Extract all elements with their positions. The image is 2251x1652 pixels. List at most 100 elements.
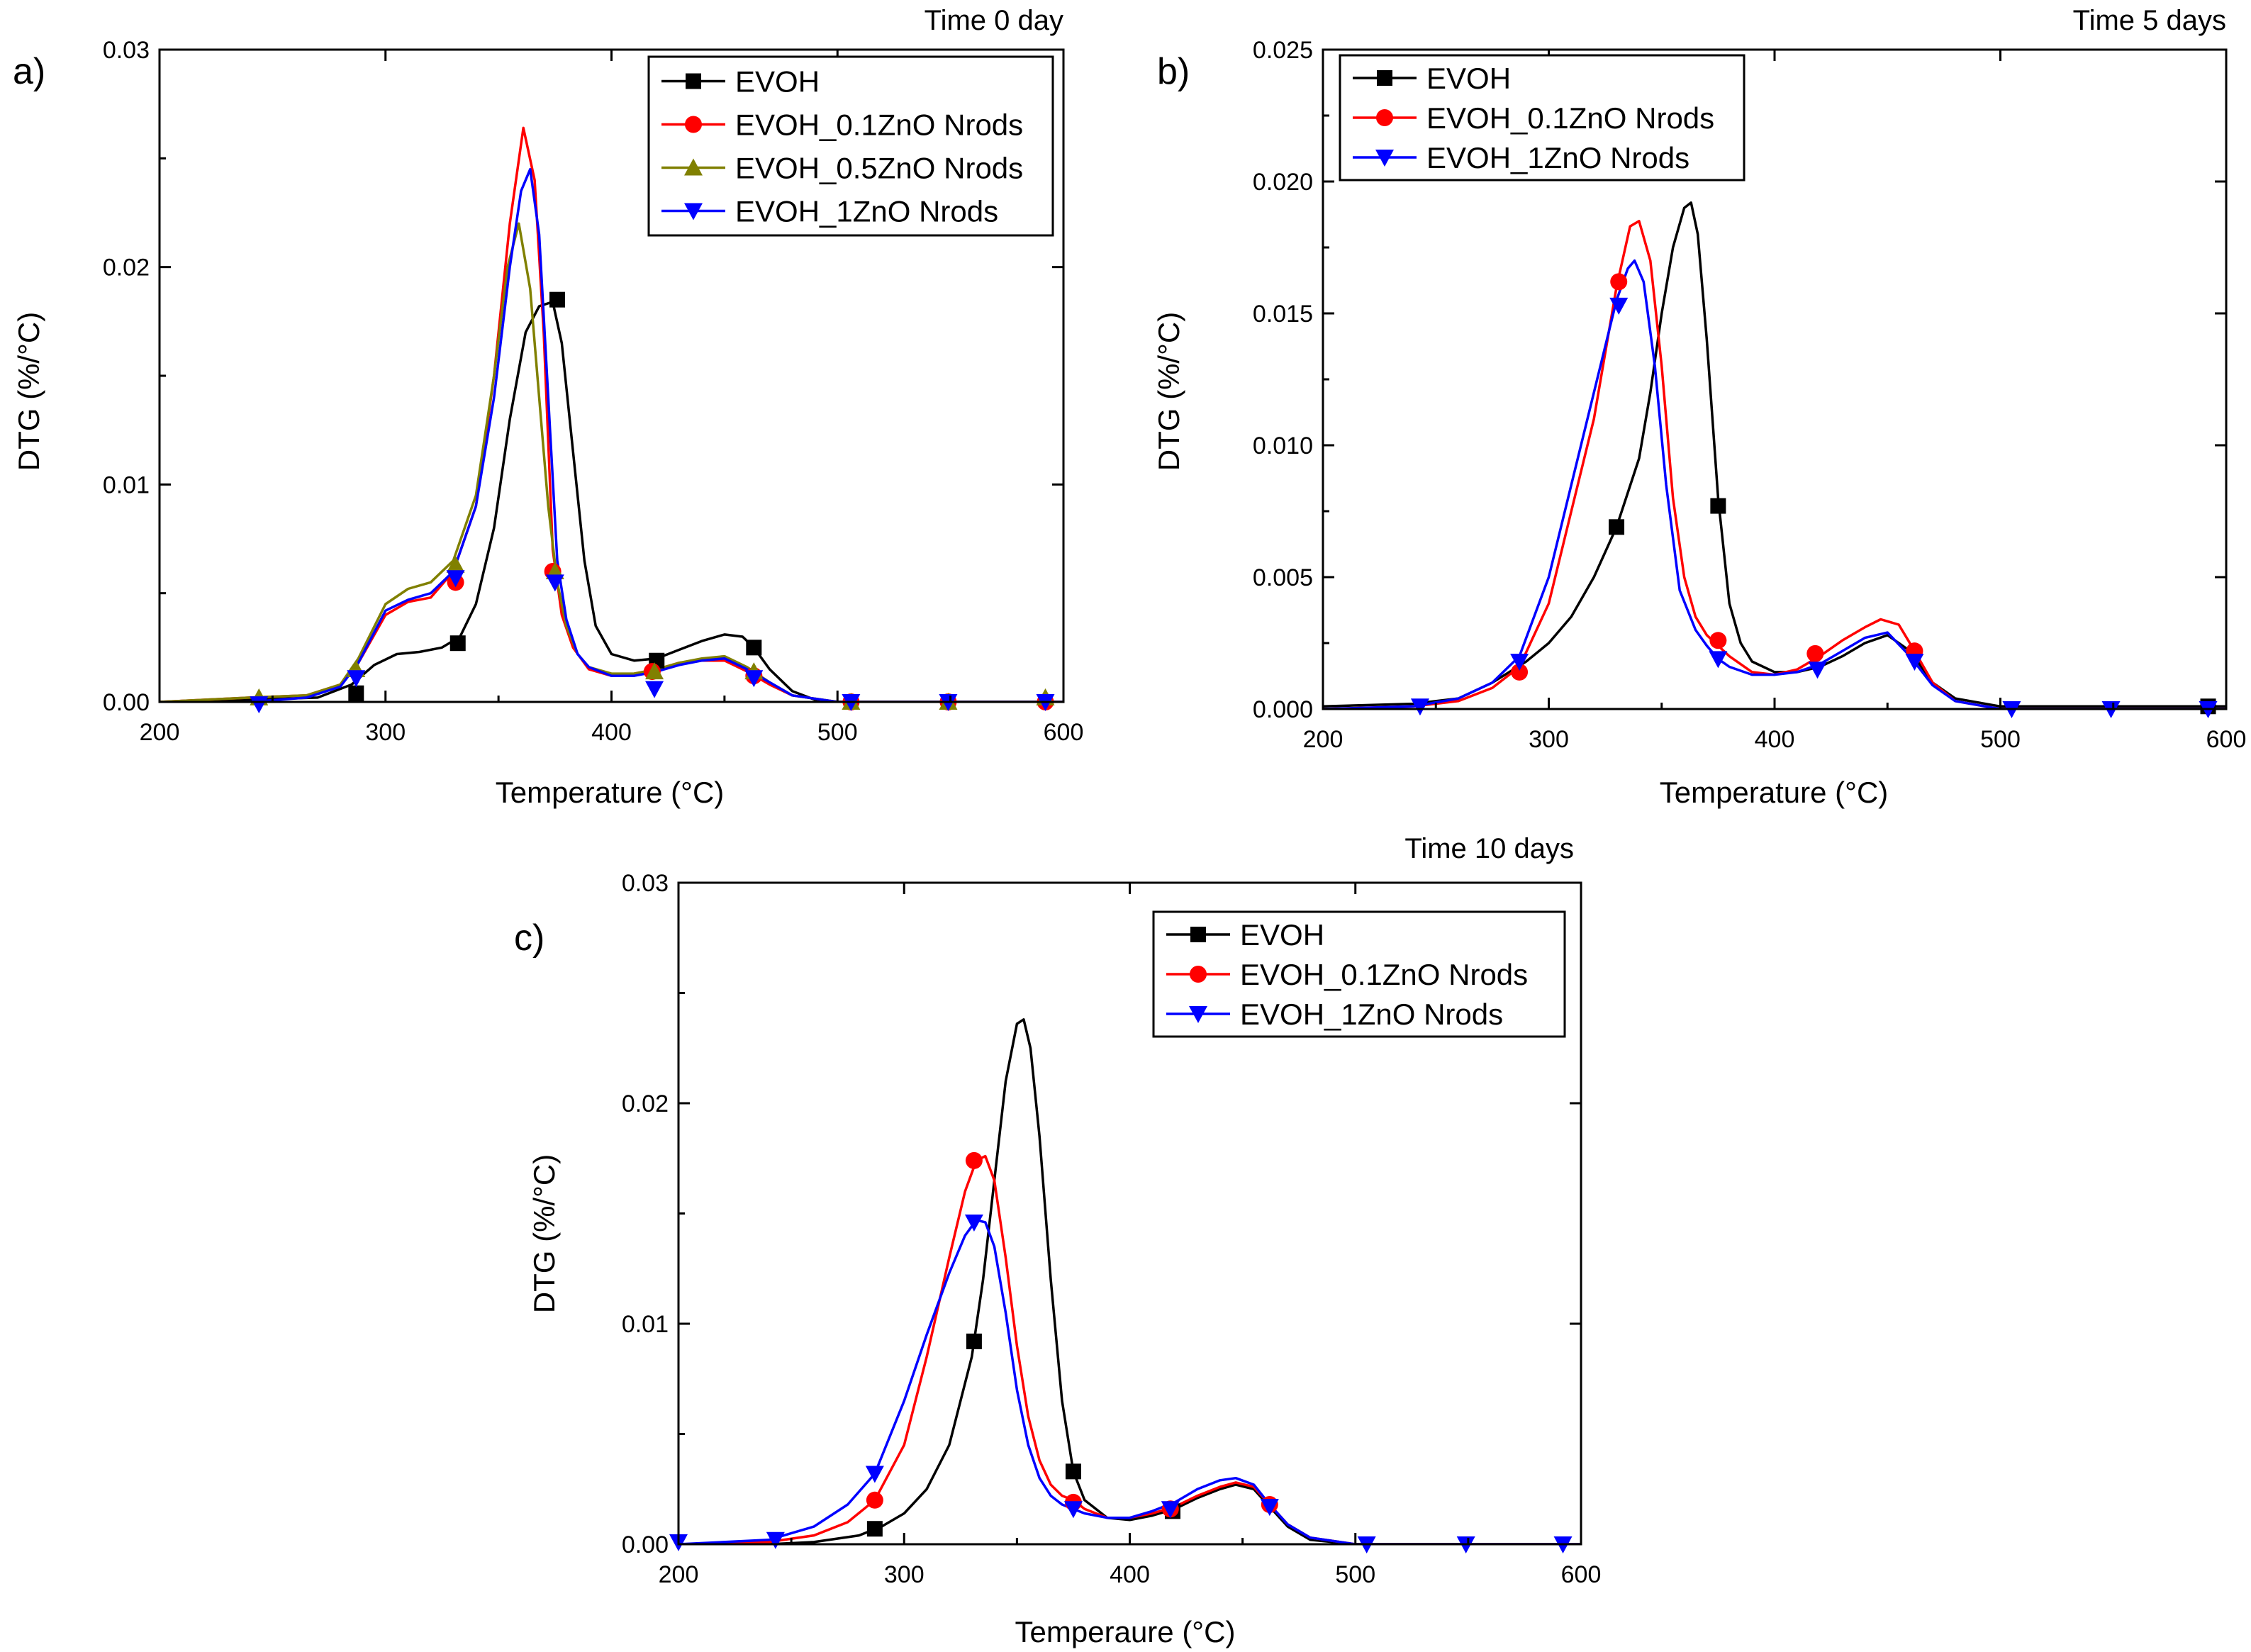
legend-label-c-0: EVOH	[1240, 918, 1324, 951]
y-tick-label-b-1: 0.005	[1253, 564, 1313, 591]
legend-marker-c-0	[1190, 927, 1206, 942]
x-tick-label-c-0: 200	[659, 1561, 699, 1588]
x-tick-label-c-3: 500	[1335, 1561, 1375, 1588]
data-point-a-3-0	[250, 696, 269, 714]
data-point-b-2-1	[1510, 654, 1529, 671]
data-point-b-0-1	[1710, 498, 1726, 514]
data-point-a-3-5	[744, 670, 764, 688]
y-tick-label-b-3: 0.015	[1253, 301, 1313, 328]
x-tick-label-a-4: 600	[1044, 719, 1084, 746]
series-line-a-2	[160, 222, 1063, 702]
data-point-c-2-2	[865, 1466, 884, 1483]
data-point-b-2-0	[1410, 698, 1429, 716]
y-tick-label-b-5: 0.025	[1253, 37, 1313, 64]
data-point-b-1-0	[1511, 663, 1529, 681]
series-line-c-2	[678, 1219, 1581, 1544]
data-point-c-2-5	[1161, 1501, 1180, 1519]
data-point-c-2-3	[964, 1214, 983, 1232]
legend-label-b-0: EVOH	[1426, 62, 1511, 95]
legend-marker-a-1	[685, 116, 702, 133]
data-point-a-3-2	[446, 570, 465, 588]
panel-b-plot: 200 300 400 500 600 0.000 0.005 0.010 0.015 0.020…	[1253, 37, 2246, 753]
legend-label-b-1: EVOH_0.1ZnO Nrods	[1426, 101, 1714, 135]
legend-label-b-2: EVOH_1ZnO Nrods	[1426, 141, 1689, 174]
legend-label-c-1: EVOH_0.1ZnO Nrods	[1240, 958, 1528, 991]
legend-a	[647, 55, 1054, 237]
legend-label-a-3: EVOH_1ZnO Nrods	[735, 195, 998, 228]
data-point-b-2-5	[1905, 654, 1924, 671]
data-point-c-1-1	[965, 1151, 983, 1169]
panel-a-plot: 200 300 400 500 600 0.00 0.01 0.02 0.03 EVOH EVOH_…	[103, 37, 1084, 746]
legend-label-a-2: EVOH_0.5ZnO Nrods	[735, 152, 1023, 185]
data-point-a-3-4	[645, 681, 664, 698]
y-tick-label-a-0: 0.00	[103, 689, 150, 716]
y-tick-label-a-2: 0.02	[103, 255, 150, 281]
panel-b-ylabel: DTG (%/°C)	[1152, 312, 1185, 471]
x-tick-label-a-2: 400	[591, 719, 632, 746]
data-point-b-1-1	[1610, 273, 1628, 291]
legend-marker-a-3	[684, 203, 703, 221]
data-point-c-2-4	[1063, 1501, 1083, 1519]
x-tick-label-c-4: 600	[1561, 1561, 1602, 1588]
data-point-a-3-3	[545, 574, 564, 592]
y-tick-label-b-4: 0.020	[1253, 169, 1313, 196]
data-point-a-2-4	[645, 662, 664, 680]
panel-b-label: b)	[1157, 51, 1190, 92]
y-tick-label-c-2: 0.02	[622, 1090, 669, 1117]
panel-b-chart: Time 5 days b) DTG (%/°C) Temperature (°…	[1152, 5, 2246, 809]
data-point-a-0-4	[746, 640, 762, 656]
y-tick-label-b-2: 0.010	[1253, 432, 1313, 459]
legend-marker-c-2	[1189, 1006, 1207, 1023]
legend-marker-b-2	[1375, 150, 1394, 167]
panel-c-ylabel: DTG (%/°C)	[527, 1154, 561, 1313]
series-line-c-0	[678, 1018, 1581, 1544]
data-point-b-1-2	[1709, 632, 1727, 649]
y-tick-label-a-1: 0.01	[103, 471, 150, 498]
data-point-b-0-0	[1609, 519, 1625, 535]
y-tick-label-c-0: 0.00	[622, 1531, 669, 1558]
series-line-a-3	[199, 167, 1063, 702]
panel-a-ylabel: DTG (%/°C)	[12, 312, 45, 471]
data-point-a-0-0	[348, 685, 364, 701]
panel-b-xlabel: Temperature (°C)	[1660, 776, 1889, 809]
data-point-b-2-4	[1808, 662, 1827, 679]
x-tick-label-b-2: 400	[1755, 726, 1795, 753]
series-line-b-1	[1323, 220, 2226, 709]
legend-label-c-2: EVOH_1ZnO Nrods	[1240, 998, 1503, 1031]
y-tick-label-b-0: 0.000	[1253, 696, 1313, 723]
x-tick-label-c-1: 300	[884, 1561, 925, 1588]
data-point-c-0-1	[966, 1333, 982, 1349]
x-tick-label-a-0: 200	[140, 719, 180, 746]
legend-marker-c-1	[1190, 966, 1207, 983]
data-point-a-0-2	[549, 291, 565, 308]
legend-marker-b-1	[1376, 109, 1393, 126]
y-tick-label-c-1: 0.01	[622, 1311, 669, 1338]
panel-c-label: c)	[514, 917, 544, 959]
panel-a-title: Time 0 day	[925, 5, 1063, 36]
y-tick-label-a-3: 0.03	[103, 37, 150, 64]
series-line-a-0	[160, 300, 1063, 702]
legend-label-a-1: EVOH_0.1ZnO Nrods	[735, 108, 1023, 142]
data-point-b-2-2	[1609, 297, 1629, 315]
x-tick-label-c-2: 400	[1110, 1561, 1150, 1588]
x-tick-label-b-4: 600	[2206, 726, 2247, 753]
data-point-b-2-3	[1709, 651, 1728, 669]
panel-c-xlabel: Temperaure (°C)	[1015, 1615, 1236, 1648]
panel-a-chart: Time 0 day a) DTG (%/°C) Temperature (°C…	[12, 5, 1083, 809]
panel-a-xlabel: Temperature (°C)	[496, 776, 725, 809]
x-tick-label-b-0: 200	[1303, 726, 1344, 753]
data-point-a-0-1	[449, 635, 466, 652]
panel-c-plot: 200 300 400 500 600 0.00 0.01 0.02 0.03 EVOH EVOH_…	[622, 870, 1602, 1588]
data-point-b-1-3	[1806, 644, 1824, 662]
panel-c-title: Time 10 days	[1404, 833, 1574, 864]
legend-marker-a-0	[686, 73, 701, 89]
data-point-c-2-6	[1260, 1499, 1279, 1517]
panel-c-chart: Time 10 days c) DTG (%/°C) Temperaure (°…	[514, 833, 1601, 1648]
data-point-c-2-1	[766, 1531, 785, 1549]
x-tick-label-b-1: 300	[1529, 726, 1569, 753]
series-line-b-0	[1323, 201, 2226, 708]
panel-a-label: a)	[13, 51, 45, 92]
data-point-c-0-2	[1065, 1463, 1081, 1480]
data-point-a-2-2	[446, 555, 465, 573]
panel-b-title: Time 5 days	[2073, 5, 2226, 36]
